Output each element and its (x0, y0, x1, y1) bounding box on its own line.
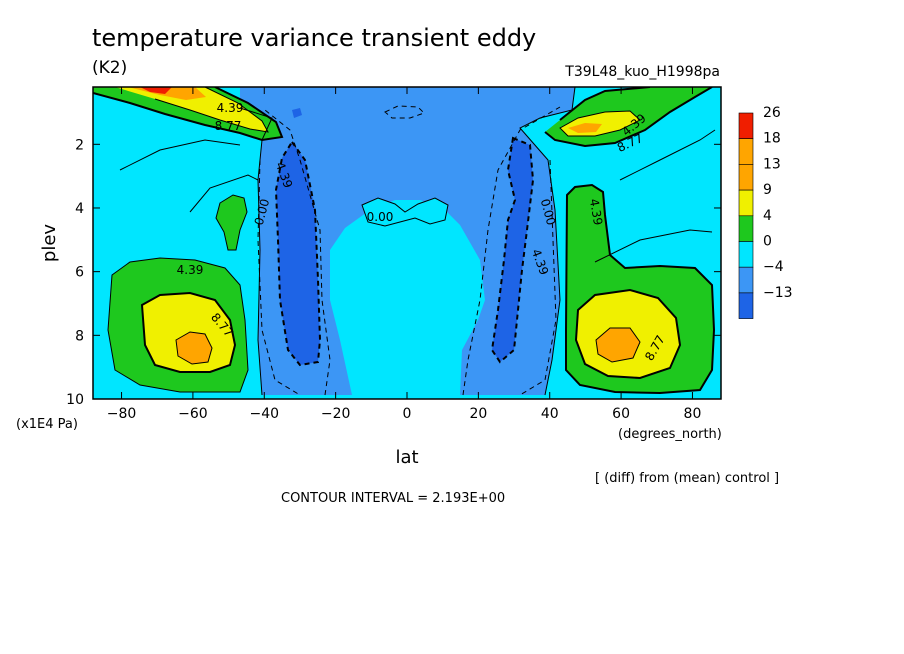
colorbar: 26 18 13 9 4 0 −4 −13 (738, 105, 793, 319)
contour-line (565, 183, 716, 395)
field-neg-center (240, 87, 575, 395)
contour-label-text: 0.00 (367, 210, 394, 224)
colorbar-swatch (738, 189, 754, 217)
field-pos-nw-4 (93, 87, 282, 140)
x-tick-label: −80 (107, 406, 137, 422)
contour-line (107, 257, 249, 393)
contour-label: 4.39 (177, 263, 204, 277)
field-pos-nw-9 (115, 87, 268, 132)
contour-label: 0.00 (538, 197, 558, 226)
contour-line (140, 291, 237, 373)
contour-label-text: 4.39 (217, 101, 244, 115)
contour-label-text: 0.00 (252, 197, 272, 226)
contour-label-text: 4.39 (587, 198, 605, 227)
field-pos-wmid-4 (216, 195, 247, 250)
colorbar-label: 0 (763, 234, 772, 250)
colorbar-swatch (738, 266, 754, 294)
y-tick-label: 2 (75, 137, 84, 153)
colorbar-label: 26 (763, 105, 781, 121)
colorbar-label: −13 (763, 285, 793, 301)
diff-note: [ (diff) from (mean) control ] (595, 471, 779, 486)
contour-line (154, 87, 269, 133)
field-pos-se-13 (596, 328, 640, 362)
contour-label: 8.77 (215, 119, 242, 133)
colorbar-label: 9 (763, 182, 772, 198)
x-tick-label: 60 (612, 406, 630, 422)
contour-line (264, 106, 561, 396)
colorbar-swatch (738, 112, 754, 140)
contour-fill-layer (93, 87, 721, 399)
colorbar-label: 4 (763, 208, 772, 224)
colorbar-swatch (738, 241, 754, 268)
field-pos-ne-13 (568, 123, 602, 133)
y-axis: 2 4 6 8 10 (66, 137, 721, 408)
contour-line (594, 129, 716, 263)
contour-line (361, 197, 449, 227)
contour-line (93, 87, 284, 142)
colorbar-label: 18 (763, 131, 781, 147)
contour-label: 0.00 (252, 197, 272, 226)
colorbar-label: −4 (763, 259, 784, 275)
contour-line (384, 105, 425, 119)
y-tick-label: 4 (75, 201, 84, 217)
contour-line-layer (93, 87, 716, 396)
contour-label: 4.39 (587, 198, 605, 227)
contour-line (559, 110, 641, 137)
contour-interval: CONTOUR INTERVAL = 2.193E+00 (281, 491, 505, 506)
contour-line (274, 140, 322, 367)
contour-line (215, 194, 248, 251)
contour-label: 0.00 (367, 210, 394, 224)
field-neg-left-strong (276, 142, 320, 365)
colorbar-swatch (738, 292, 754, 319)
contour-line (574, 288, 682, 380)
colorbar-label: 13 (763, 156, 781, 172)
contour-label-text: 4.39 (177, 263, 204, 277)
y-tick-label: 10 (66, 392, 84, 408)
contour-line (175, 331, 213, 365)
y-axis-units: (x1E4 Pa) (16, 417, 78, 432)
contour-line (119, 139, 259, 213)
run-label: T39L48_kuo_H1998pa (564, 64, 720, 80)
colorbar-swatch (738, 138, 754, 165)
chart-title: temperature variance transient eddy (92, 24, 536, 52)
x-tick-label: 0 (403, 406, 412, 422)
x-axis: −80 −60 −40 −20 0 20 40 60 80 (107, 87, 702, 422)
field-pos-nw-26 (140, 87, 172, 94)
y-tick-label: 8 (75, 328, 84, 344)
x-tick-label: 20 (469, 406, 487, 422)
contour-label-text: 0.00 (538, 197, 558, 226)
x-tick-label: −20 (321, 406, 351, 422)
contour-line (490, 136, 535, 364)
x-axis-label: lat (395, 447, 418, 468)
field-pos-sw-13 (176, 332, 212, 364)
x-axis-units: (degrees_north) (618, 427, 722, 442)
x-tick-label: 40 (541, 406, 559, 422)
colorbar-swatch (738, 215, 754, 242)
x-tick-label: −40 (249, 406, 279, 422)
field-neg-right-strong (492, 138, 533, 362)
contour-line (595, 327, 641, 363)
y-tick-label: 6 (75, 265, 84, 281)
contour-label: 4.39 (217, 101, 244, 115)
contour-line (239, 87, 576, 396)
field-neg-topcenter (292, 108, 302, 118)
contour-label-text: 8.77 (215, 119, 242, 133)
colorbar-swatch (738, 164, 754, 191)
x-tick-label: −60 (178, 406, 208, 422)
units-label: (K2) (92, 58, 127, 78)
y-axis-label: plev (39, 224, 60, 263)
x-tick-label: 80 (684, 406, 702, 422)
